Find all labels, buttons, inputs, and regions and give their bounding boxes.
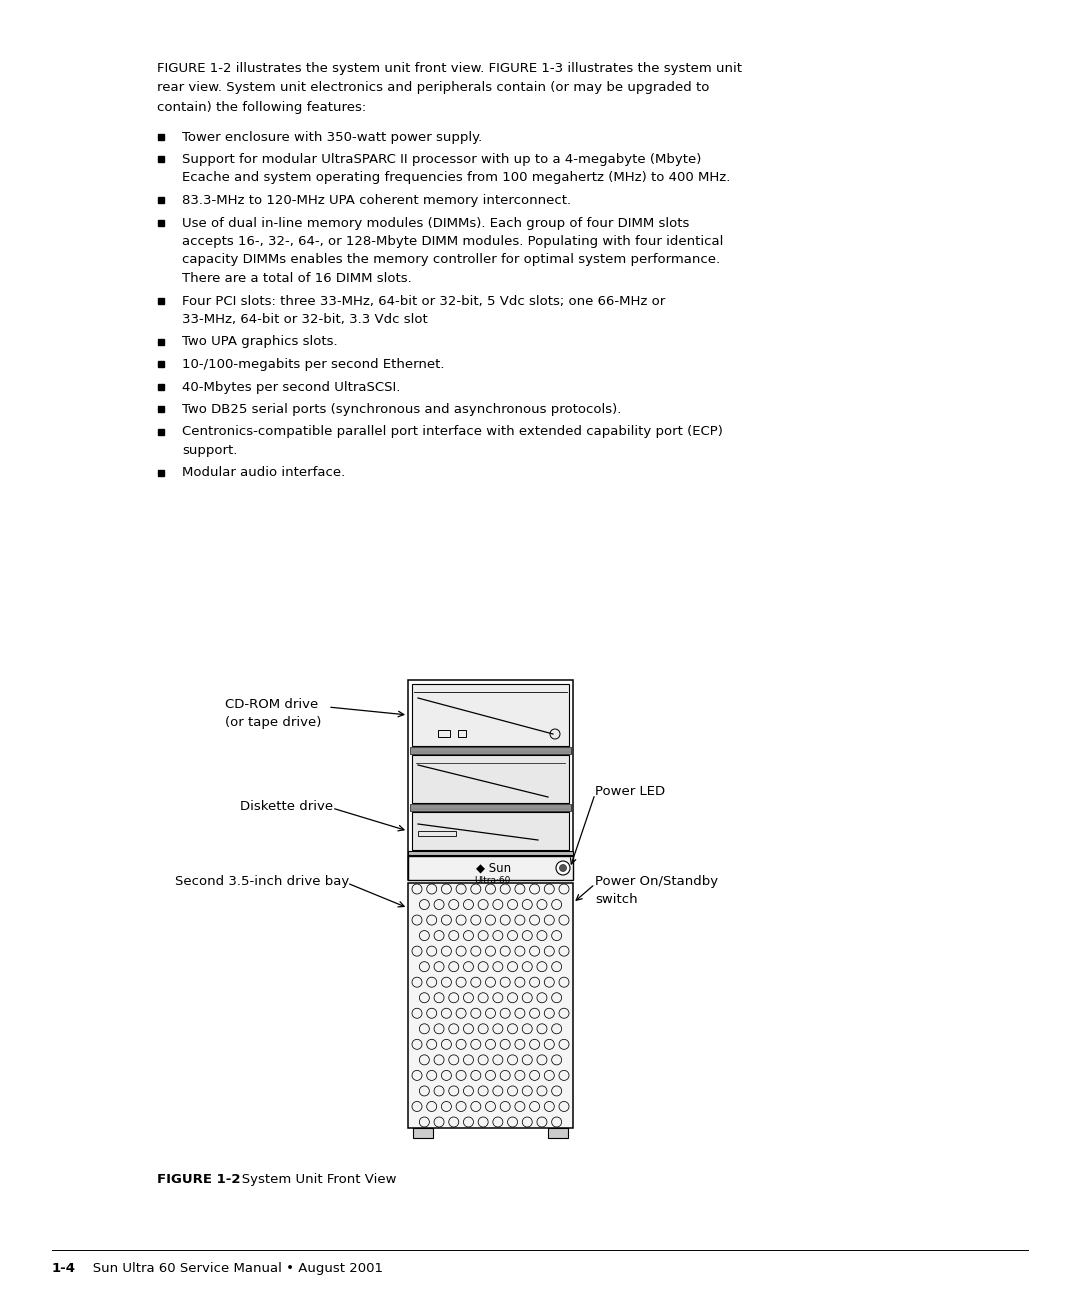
Bar xyxy=(158,429,164,434)
Bar xyxy=(158,133,164,140)
Text: FIGURE 1-2: FIGURE 1-2 xyxy=(157,1173,241,1186)
Bar xyxy=(158,384,164,390)
Text: Tower enclosure with 350-watt power supply.: Tower enclosure with 350-watt power supp… xyxy=(183,131,483,144)
Text: Second 3.5-inch drive bay: Second 3.5-inch drive bay xyxy=(175,875,349,888)
Text: Two UPA graphics slots.: Two UPA graphics slots. xyxy=(183,336,338,349)
Text: Sun Ultra 60 Service Manual • August 2001: Sun Ultra 60 Service Manual • August 200… xyxy=(80,1262,383,1275)
Bar xyxy=(158,406,164,412)
Text: 83.3-MHz to 120-MHz UPA coherent memory interconnect.: 83.3-MHz to 120-MHz UPA coherent memory … xyxy=(183,194,571,207)
Bar xyxy=(158,469,164,476)
Text: contain) the following features:: contain) the following features: xyxy=(157,101,366,114)
Bar xyxy=(408,851,573,855)
Bar xyxy=(411,684,569,746)
Text: Diskette drive: Diskette drive xyxy=(240,800,333,813)
Bar xyxy=(410,746,571,754)
Bar xyxy=(458,730,465,737)
Text: System Unit Front View: System Unit Front View xyxy=(229,1173,396,1186)
Bar xyxy=(158,156,164,162)
Text: capacity DIMMs enables the memory controller for optimal system performance.: capacity DIMMs enables the memory contro… xyxy=(183,254,720,267)
Bar xyxy=(408,883,573,1128)
Bar xyxy=(158,338,164,345)
Text: rear view. System unit electronics and peripherals contain (or may be upgraded t: rear view. System unit electronics and p… xyxy=(157,82,710,95)
Circle shape xyxy=(559,864,567,871)
Text: There are a total of 16 DIMM slots.: There are a total of 16 DIMM slots. xyxy=(183,272,411,285)
Bar xyxy=(408,680,573,880)
Text: 10-/100-megabits per second Ethernet.: 10-/100-megabits per second Ethernet. xyxy=(183,358,445,371)
Bar xyxy=(411,813,569,850)
Text: Modular audio interface.: Modular audio interface. xyxy=(183,467,346,480)
Bar xyxy=(418,831,456,836)
Text: accepts 16-, 32-, 64-, or 128-Mbyte DIMM modules. Populating with four identical: accepts 16-, 32-, 64-, or 128-Mbyte DIMM… xyxy=(183,235,724,248)
Text: Support for modular UltraSPARC II processor with up to a 4-megabyte (Mbyte): Support for modular UltraSPARC II proces… xyxy=(183,153,701,166)
Bar xyxy=(410,804,571,811)
Circle shape xyxy=(556,861,570,875)
Text: (or tape drive): (or tape drive) xyxy=(225,715,322,728)
Text: ◆ Sun: ◆ Sun xyxy=(476,862,511,875)
Bar xyxy=(158,298,164,303)
Bar xyxy=(158,219,164,226)
Text: Power LED: Power LED xyxy=(595,785,665,798)
Bar xyxy=(474,884,508,888)
Bar xyxy=(408,855,573,880)
Text: 33-MHz, 64-bit or 32-bit, 3.3 Vdc slot: 33-MHz, 64-bit or 32-bit, 3.3 Vdc slot xyxy=(183,314,428,327)
Bar xyxy=(548,1128,568,1138)
Bar xyxy=(438,730,450,737)
Text: CD-ROM drive: CD-ROM drive xyxy=(225,699,319,712)
Text: Ecache and system operating frequencies from 100 megahertz (MHz) to 400 MHz.: Ecache and system operating frequencies … xyxy=(183,171,730,184)
Text: Power On/Standby: Power On/Standby xyxy=(595,875,718,888)
Text: Use of dual in-line memory modules (DIMMs). Each group of four DIMM slots: Use of dual in-line memory modules (DIMM… xyxy=(183,216,689,229)
Text: 40-Mbytes per second UltraSCSI.: 40-Mbytes per second UltraSCSI. xyxy=(183,381,401,394)
Text: switch: switch xyxy=(595,893,637,906)
Text: FIGURE 1-2 illustrates the system unit front view. FIGURE 1-3 illustrates the sy: FIGURE 1-2 illustrates the system unit f… xyxy=(157,62,742,75)
Bar xyxy=(158,362,164,367)
Bar xyxy=(158,197,164,203)
Bar xyxy=(413,1128,433,1138)
Text: Two DB25 serial ports (synchronous and asynchronous protocols).: Two DB25 serial ports (synchronous and a… xyxy=(183,403,621,416)
Text: Centronics-compatible parallel port interface with extended capability port (ECP: Centronics-compatible parallel port inte… xyxy=(183,425,723,438)
Text: Four PCI slots: three 33-MHz, 64-bit or 32-bit, 5 Vdc slots; one 66-MHz or: Four PCI slots: three 33-MHz, 64-bit or … xyxy=(183,294,665,307)
Text: 1-4: 1-4 xyxy=(52,1262,76,1275)
Bar xyxy=(411,756,569,804)
Text: support.: support. xyxy=(183,445,238,457)
Text: Ultra·60: Ultra·60 xyxy=(474,876,511,885)
